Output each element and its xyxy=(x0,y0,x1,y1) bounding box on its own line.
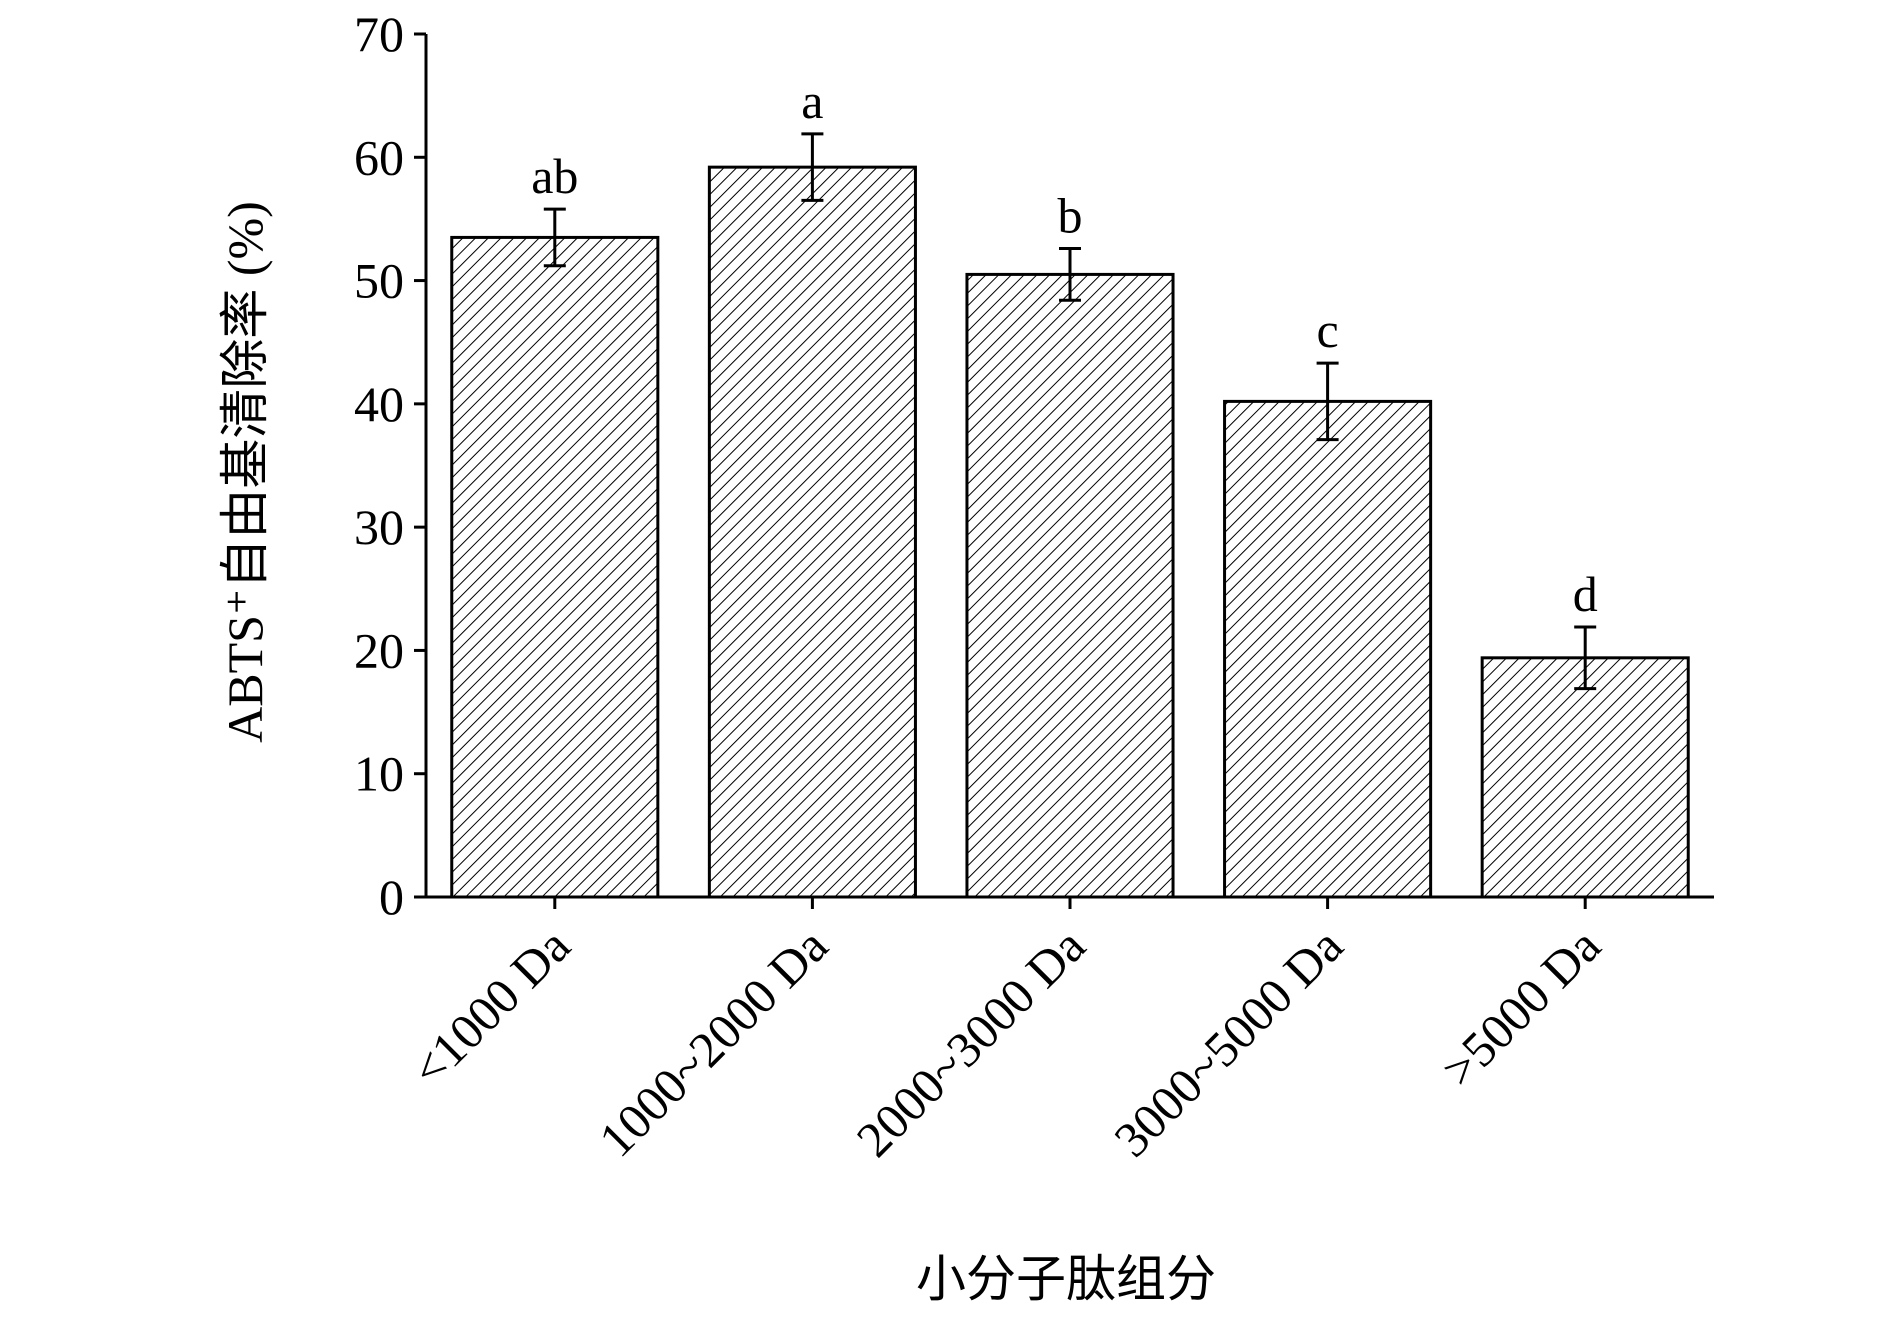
bar xyxy=(1480,656,1690,899)
y-tick-label: 30 xyxy=(354,499,404,555)
y-tick-label: 70 xyxy=(354,6,404,62)
y-tick-label: 40 xyxy=(354,376,404,432)
x-tick-label: <1000 Da xyxy=(400,917,580,1097)
significance-label: ab xyxy=(531,148,578,204)
y-axis-title: ABTS⁺自由基清除率 (%) xyxy=(217,201,273,743)
y-tick-label: 0 xyxy=(379,869,404,925)
x-tick-label: 3000~5000 Da xyxy=(1103,917,1353,1167)
bar xyxy=(1223,399,1433,899)
error-bar xyxy=(1059,247,1081,302)
bar xyxy=(450,235,660,899)
y-tick-label: 20 xyxy=(354,622,404,678)
significance-label: d xyxy=(1573,566,1598,622)
x-axis-title: 小分子肽组分 xyxy=(916,1251,1216,1307)
y-tick-label: 10 xyxy=(354,746,404,802)
significance-label: c xyxy=(1316,302,1338,358)
error-bar xyxy=(1316,361,1339,442)
error-bar xyxy=(1574,625,1597,691)
y-tick-label: 60 xyxy=(354,129,404,185)
significance-label: a xyxy=(801,73,823,129)
error-bar xyxy=(543,207,566,268)
bar xyxy=(707,165,917,899)
bar xyxy=(965,272,1175,899)
significance-label: b xyxy=(1058,188,1083,244)
y-tick-label: 50 xyxy=(354,253,404,309)
x-tick-label: >5000 Da xyxy=(1431,917,1611,1097)
x-tick-label: 1000~2000 Da xyxy=(588,917,838,1167)
x-tick-label: 2000~3000 Da xyxy=(846,917,1096,1167)
error-bar xyxy=(801,132,824,202)
